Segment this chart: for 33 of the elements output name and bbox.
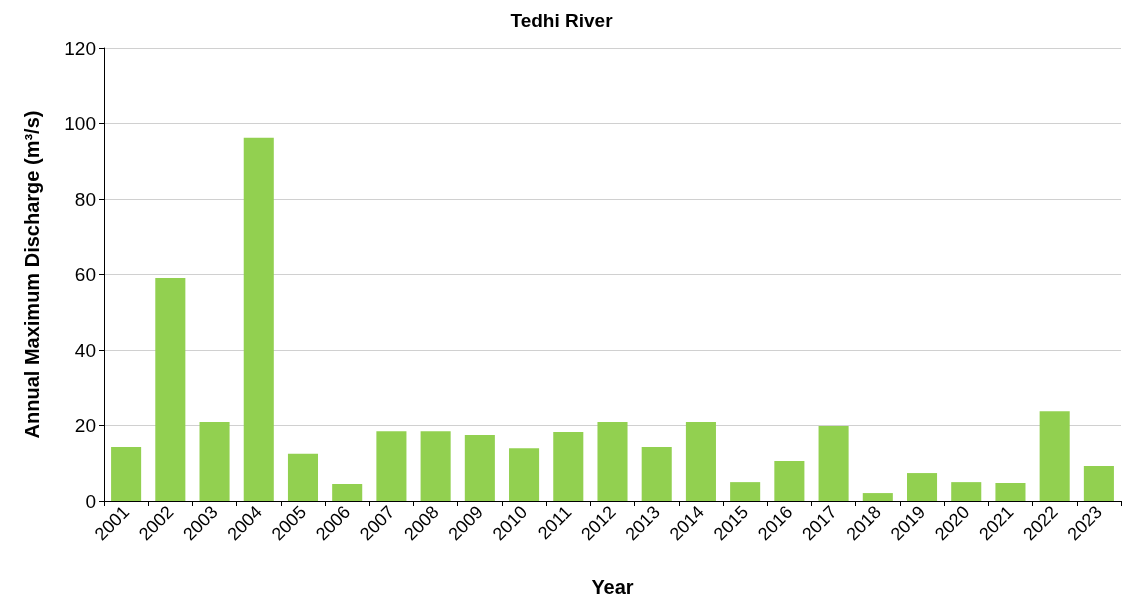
y-tick-label: 0 — [85, 490, 96, 512]
bar — [199, 422, 230, 501]
bar — [287, 453, 319, 501]
y-axis-title: Annual Maximum Discharge (m³/s) — [21, 110, 43, 439]
y-tick-label: 60 — [74, 264, 96, 285]
bar — [995, 482, 1026, 501]
bar — [906, 473, 938, 501]
bar — [1039, 411, 1070, 501]
bar — [730, 482, 761, 501]
bar — [332, 484, 363, 501]
bar — [553, 431, 584, 501]
x-axis-title: Year — [591, 576, 634, 598]
bar — [376, 431, 407, 501]
bar — [111, 447, 142, 501]
bar — [155, 277, 186, 501]
chart-title: Tedhi River — [510, 10, 614, 31]
bar — [1083, 465, 1114, 501]
y-tick-label: 40 — [74, 339, 96, 361]
y-tick-label: 100 — [64, 113, 96, 134]
bar — [818, 425, 849, 501]
bar — [774, 460, 805, 501]
y-tick-label: 20 — [74, 415, 96, 436]
bar — [509, 448, 540, 501]
bar — [243, 137, 274, 501]
bar — [685, 422, 716, 501]
bar — [420, 431, 451, 501]
y-tick-label: 120 — [64, 37, 96, 59]
bar — [464, 434, 495, 501]
bar — [951, 482, 982, 501]
bar — [597, 422, 628, 501]
bar — [641, 447, 672, 501]
y-tick-label: 80 — [74, 188, 96, 210]
bar — [862, 493, 893, 501]
